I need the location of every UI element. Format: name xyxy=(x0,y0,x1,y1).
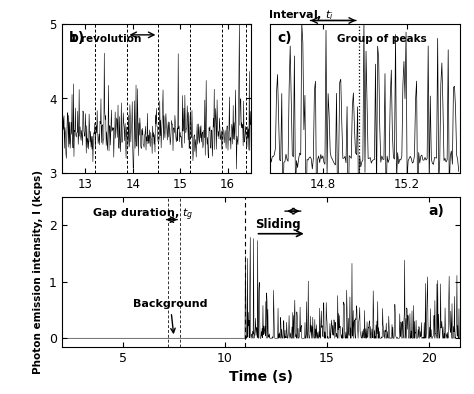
Text: a): a) xyxy=(428,204,444,218)
Text: c): c) xyxy=(278,31,292,45)
Text: Interval, $t_i$: Interval, $t_i$ xyxy=(268,8,334,22)
Text: 1 revolution: 1 revolution xyxy=(70,33,141,44)
Y-axis label: Photon emission intensity, I (kcps): Photon emission intensity, I (kcps) xyxy=(33,170,43,374)
X-axis label: Time (s): Time (s) xyxy=(228,370,293,384)
Text: Gap duration, $t_g$: Gap duration, $t_g$ xyxy=(92,206,193,223)
Text: Sliding: Sliding xyxy=(255,218,301,231)
Text: Background: Background xyxy=(133,299,208,333)
Text: Group of peaks: Group of peaks xyxy=(337,33,426,44)
Text: b): b) xyxy=(69,31,85,45)
